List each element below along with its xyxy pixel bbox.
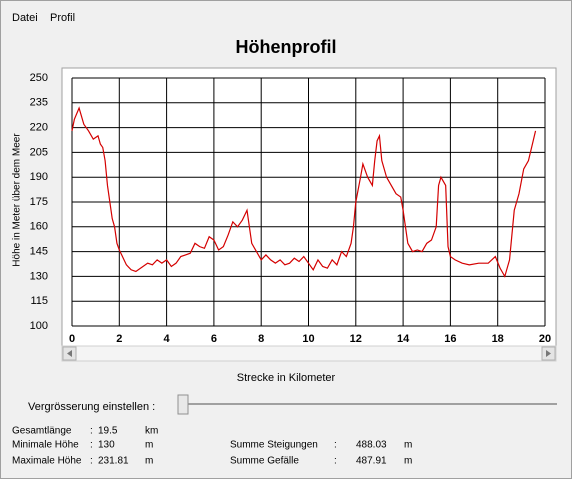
y-tick-label: 220 [30,122,48,134]
stat-label: Summe Gefälle [230,456,299,467]
stat-unit: km [145,426,158,437]
stat-label: Gesamtlänge [12,426,72,437]
x-tick-label: 0 [69,333,75,345]
x-tick-label: 20 [539,333,551,345]
x-axis-label: Strecke in Kilometer [237,372,336,384]
arrow-icon [546,350,551,357]
menu-item[interactable]: Datei [12,12,38,24]
elevation-line [71,106,537,278]
stat-value: 130 [98,440,115,451]
y-tick-label: 235 [30,97,48,109]
stat-separator: : [334,440,337,451]
y-tick-label: 160 [30,221,48,233]
x-tick-label: 16 [444,333,456,345]
stat-value: 231.81 [98,456,129,467]
stat-unit: m [145,440,153,451]
x-tick-label: 18 [492,333,504,345]
x-tick-label: 6 [211,333,217,345]
stat-separator: : [90,456,93,467]
y-tick-label: 115 [30,295,48,307]
chart-title: Höhenprofil [236,37,337,57]
scrollbar[interactable] [61,345,557,362]
stat-separator: : [334,456,337,467]
x-tick-label: 4 [164,333,171,345]
y-axis-label: Höhe in Meter über dem Meer [12,133,23,267]
stat-unit: m [404,456,412,467]
stat-label: Summe Steigungen [230,440,318,451]
y-tick-label: 145 [30,246,48,258]
stat-label: Minimale Höhe [12,440,79,451]
stat-label: Maximale Höhe [12,456,82,467]
menu-item[interactable]: Profil [50,12,75,24]
stat-separator: : [90,440,93,451]
stat-value: 488.03 [356,440,387,451]
x-tick-label: 2 [116,333,122,345]
x-tick-label: 8 [258,333,264,345]
arrow-icon [67,350,72,357]
y-tick-label: 205 [30,146,48,158]
stat-unit: m [404,440,412,451]
menu-bar [1,1,571,31]
y-tick-label: 190 [30,171,48,183]
stat-separator: : [90,426,93,437]
y-tick-label: 130 [30,270,48,282]
x-tick-label: 12 [350,333,362,345]
x-tick-label: 10 [302,333,314,345]
y-tick-label: 250 [30,72,48,84]
stat-value: 487.91 [356,456,387,467]
stat-value: 19.5 [98,426,118,437]
slider-thumb[interactable] [177,394,189,415]
y-tick-label: 100 [30,320,48,332]
x-tick-label: 14 [397,333,410,345]
zoom-label: Vergrösserung einstellen : [28,401,155,413]
stat-unit: m [145,456,153,467]
y-tick-label: 175 [30,196,48,208]
